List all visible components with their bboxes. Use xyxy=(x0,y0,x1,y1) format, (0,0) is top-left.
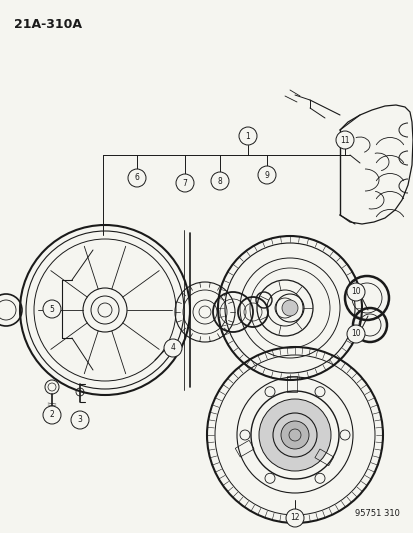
Text: 10: 10 xyxy=(350,329,360,338)
Circle shape xyxy=(280,421,308,449)
Text: 4: 4 xyxy=(170,343,175,352)
Bar xyxy=(235,440,254,457)
Circle shape xyxy=(176,174,194,192)
Circle shape xyxy=(281,300,297,316)
Circle shape xyxy=(238,127,256,145)
Circle shape xyxy=(43,406,61,424)
Text: 2: 2 xyxy=(50,410,54,419)
Bar xyxy=(286,376,296,392)
Circle shape xyxy=(43,300,61,318)
Circle shape xyxy=(285,509,303,527)
Text: 11: 11 xyxy=(339,135,349,144)
Text: 8: 8 xyxy=(217,176,222,185)
Text: 10: 10 xyxy=(350,287,360,296)
Circle shape xyxy=(346,325,364,343)
Circle shape xyxy=(346,283,364,301)
Circle shape xyxy=(71,411,89,429)
Circle shape xyxy=(257,166,275,184)
Circle shape xyxy=(128,169,146,187)
Circle shape xyxy=(259,399,330,471)
Text: 6: 6 xyxy=(134,174,139,182)
Text: 7: 7 xyxy=(182,179,187,188)
Text: 9: 9 xyxy=(264,171,269,180)
Text: 21A-310A: 21A-310A xyxy=(14,18,82,31)
Text: 12: 12 xyxy=(290,513,299,522)
Bar xyxy=(314,449,333,466)
Text: 95751 310: 95751 310 xyxy=(354,509,399,518)
Text: 1: 1 xyxy=(245,132,250,141)
Text: 5: 5 xyxy=(50,304,54,313)
Circle shape xyxy=(211,172,228,190)
Circle shape xyxy=(335,131,353,149)
Text: 3: 3 xyxy=(77,416,82,424)
Circle shape xyxy=(164,339,182,357)
